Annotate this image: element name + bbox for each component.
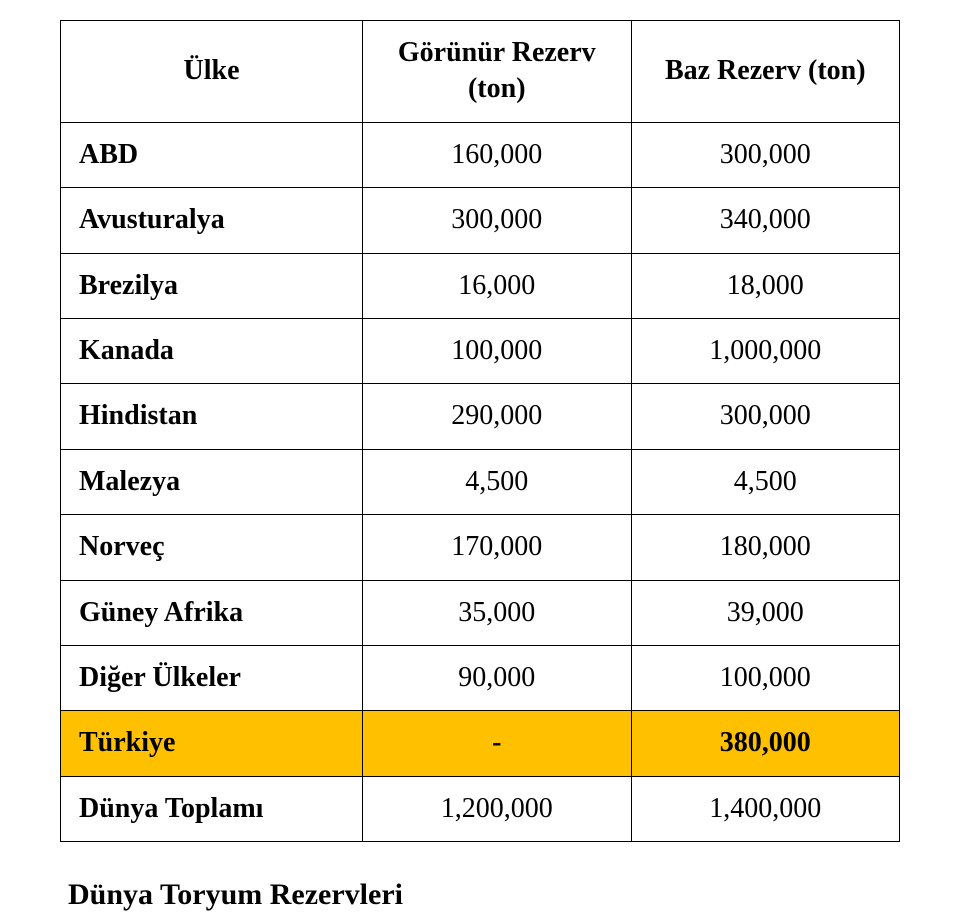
cell-country: Avusturalya	[61, 188, 363, 253]
cell-country: Güney Afrika	[61, 580, 363, 645]
table-row: Kanada100,0001,000,000	[61, 318, 900, 383]
header-base-reserve: Baz Rezerv (ton)	[631, 21, 900, 123]
cell-visible-reserve: 1,200,000	[363, 776, 631, 841]
table-row: Diğer Ülkeler90,000100,000	[61, 645, 900, 710]
cell-base-reserve: 18,000	[631, 253, 900, 318]
cell-visible-reserve: 160,000	[363, 122, 631, 187]
cell-base-reserve: 300,000	[631, 122, 900, 187]
cell-visible-reserve: 35,000	[363, 580, 631, 645]
cell-visible-reserve: 290,000	[363, 384, 631, 449]
cell-country: Brezilya	[61, 253, 363, 318]
cell-base-reserve: 1,400,000	[631, 776, 900, 841]
cell-base-reserve: 39,000	[631, 580, 900, 645]
cell-country: ABD	[61, 122, 363, 187]
table-header-row: Ülke Görünür Rezerv (ton) Baz Rezerv (to…	[61, 21, 900, 123]
cell-visible-reserve: 100,000	[363, 318, 631, 383]
cell-country: Diğer Ülkeler	[61, 645, 363, 710]
cell-country: Hindistan	[61, 384, 363, 449]
table-row: Norveç170,000180,000	[61, 515, 900, 580]
header-country: Ülke	[61, 21, 363, 123]
cell-base-reserve: 380,000	[631, 711, 900, 776]
cell-base-reserve: 4,500	[631, 449, 900, 514]
cell-country: Malezya	[61, 449, 363, 514]
cell-base-reserve: 300,000	[631, 384, 900, 449]
cell-country: Kanada	[61, 318, 363, 383]
header-visible-reserve: Görünür Rezerv (ton)	[363, 21, 631, 123]
cell-country: Dünya Toplamı	[61, 776, 363, 841]
cell-base-reserve: 180,000	[631, 515, 900, 580]
table-row: Güney Afrika35,00039,000	[61, 580, 900, 645]
table-row: Dünya Toplamı1,200,0001,400,000	[61, 776, 900, 841]
cell-visible-reserve: 16,000	[363, 253, 631, 318]
table-row: Hindistan290,000300,000	[61, 384, 900, 449]
table-row: Malezya4,5004,500	[61, 449, 900, 514]
cell-base-reserve: 100,000	[631, 645, 900, 710]
cell-base-reserve: 340,000	[631, 188, 900, 253]
table-caption: Dünya Toryum Rezervleri	[60, 878, 900, 912]
table-row: Avusturalya300,000340,000	[61, 188, 900, 253]
reserves-table: Ülke Görünür Rezerv (ton) Baz Rezerv (to…	[60, 20, 900, 842]
table-row: Türkiye-380,000	[61, 711, 900, 776]
cell-visible-reserve: 4,500	[363, 449, 631, 514]
cell-country: Türkiye	[61, 711, 363, 776]
table-row: ABD160,000300,000	[61, 122, 900, 187]
cell-visible-reserve: 170,000	[363, 515, 631, 580]
cell-country: Norveç	[61, 515, 363, 580]
cell-visible-reserve: -	[363, 711, 631, 776]
table-row: Brezilya16,00018,000	[61, 253, 900, 318]
cell-base-reserve: 1,000,000	[631, 318, 900, 383]
cell-visible-reserve: 300,000	[363, 188, 631, 253]
cell-visible-reserve: 90,000	[363, 645, 631, 710]
